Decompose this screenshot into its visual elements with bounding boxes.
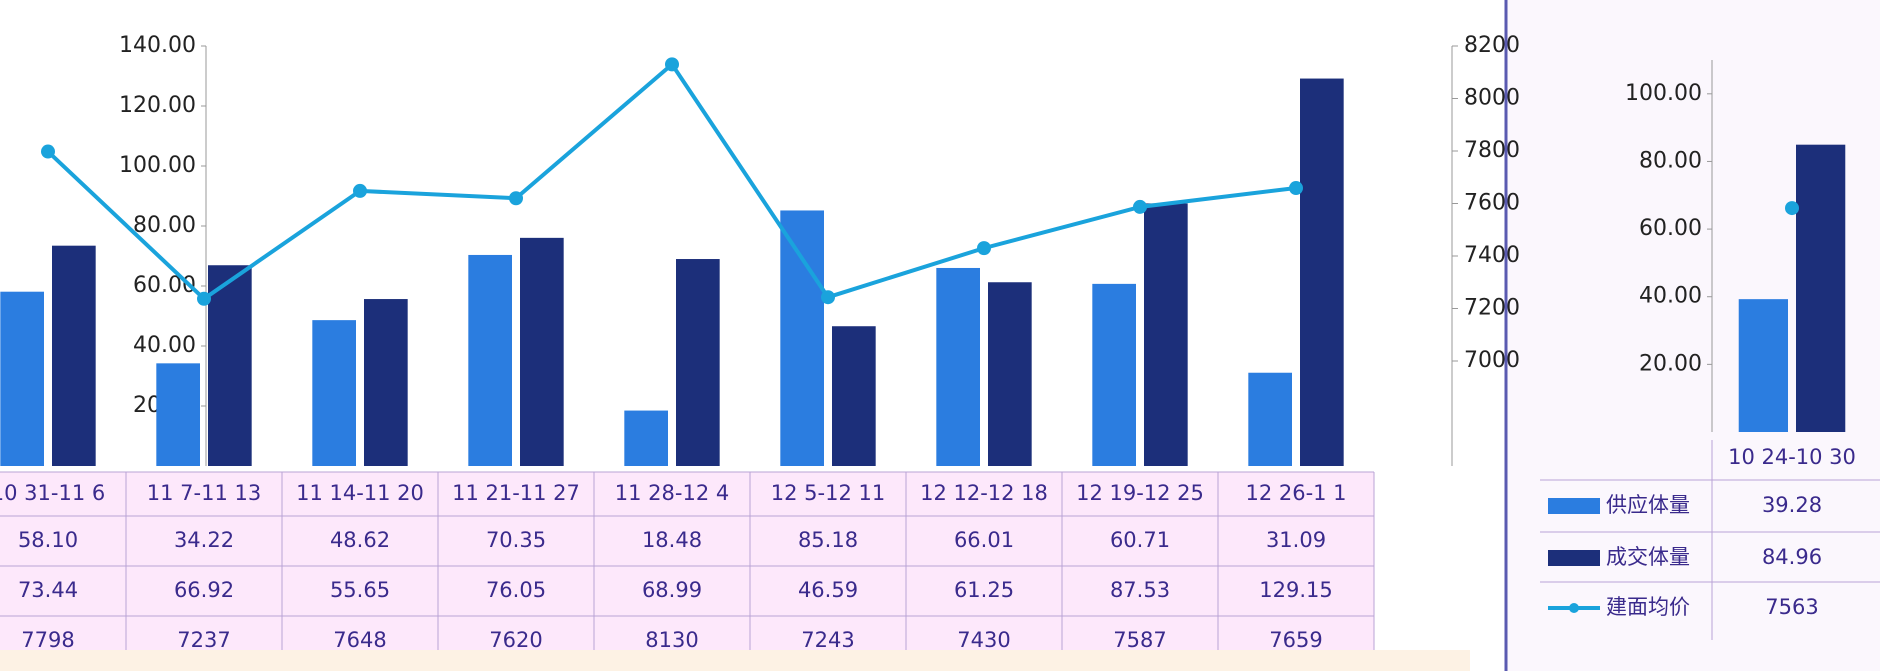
table-cell: 85.18 <box>798 528 858 552</box>
table-cell: 7563 <box>1765 595 1818 619</box>
table-cell: 55.65 <box>330 578 390 602</box>
table-cell: 76.05 <box>486 578 546 602</box>
y-tick-label: 80.00 <box>1639 148 1702 173</box>
x-tick-label: 11 7-11 13 <box>147 481 261 505</box>
y-tick-label: 120.00 <box>119 93 196 118</box>
x-tick-label: 11 14-11 20 <box>296 481 424 505</box>
legend-label: 供应体量 <box>1606 493 1690 517</box>
bar <box>1144 203 1188 466</box>
price-point <box>821 290 835 304</box>
table-cell: 7430 <box>957 628 1010 652</box>
y2-tick-label: 8200 <box>1464 33 1520 58</box>
y-tick-label: 80.00 <box>133 213 196 238</box>
table-cell: 66.92 <box>174 578 234 602</box>
x-tick-label: 12 26-1 1 <box>1245 481 1346 505</box>
y2-tick-label: 8000 <box>1464 86 1520 111</box>
bar <box>52 246 96 466</box>
bar <box>468 255 512 466</box>
bar <box>988 282 1032 466</box>
table-cell: 34.22 <box>174 528 234 552</box>
bar <box>1796 145 1845 432</box>
y-tick-label: 100.00 <box>1625 81 1702 106</box>
y2-tick-label: 7000 <box>1464 348 1520 373</box>
x-tick-label: 10 24-10 30 <box>1728 445 1856 469</box>
y2-tick-label: 7600 <box>1464 191 1520 216</box>
table-cell: 8130 <box>645 628 698 652</box>
y-tick-label: 20.00 <box>1639 351 1702 376</box>
page: {"chart_data": [ {"type": "bar-line", "c… <box>0 0 1880 671</box>
table-cell: 70.35 <box>486 528 546 552</box>
price-point <box>197 292 211 306</box>
table-cell: 39.28 <box>1762 493 1822 517</box>
table-cell: 7798 <box>21 628 74 652</box>
bar <box>1739 299 1788 432</box>
bar <box>0 292 44 466</box>
x-tick-label: 12 5-12 11 <box>771 481 885 505</box>
table-cell: 46.59 <box>798 578 858 602</box>
table-cell: 31.09 <box>1266 528 1326 552</box>
price-point <box>509 191 523 205</box>
legend-swatch <box>1569 603 1579 613</box>
legend-swatch <box>1548 498 1600 514</box>
legend-label: 成交体量 <box>1606 545 1690 569</box>
table-cell: 7648 <box>333 628 386 652</box>
y-tick-label: 40.00 <box>1639 284 1702 309</box>
bar <box>1092 284 1136 466</box>
x-tick-label: 11 21-11 27 <box>452 481 580 505</box>
table-cell: 61.25 <box>954 578 1014 602</box>
bar <box>1248 373 1292 466</box>
y2-tick-label: 7200 <box>1464 296 1520 321</box>
y2-tick-label: 7400 <box>1464 243 1520 268</box>
bar <box>208 265 252 466</box>
price-point <box>41 145 55 159</box>
table-cell: 48.62 <box>330 528 390 552</box>
chart: 20.00 40.00 60.00 80.00 100.00 120.00 140.00 70… <box>0 0 1880 671</box>
y-tick-label: 140.00 <box>119 33 196 58</box>
price-point <box>1133 200 1147 214</box>
table-cell: 7243 <box>801 628 854 652</box>
x-tick-label: 10 31-11 6 <box>0 481 105 505</box>
table-cell: 68.99 <box>642 578 702 602</box>
bar <box>520 238 564 466</box>
bar <box>156 363 200 466</box>
table-cell: 87.53 <box>1110 578 1170 602</box>
y-tick-label: 100.00 <box>119 153 196 178</box>
table-cell: 7659 <box>1269 628 1322 652</box>
bar <box>1300 79 1344 466</box>
y2-tick-label: 7800 <box>1464 138 1520 163</box>
table-cell: 73.44 <box>18 578 78 602</box>
table-cell: 7237 <box>177 628 230 652</box>
legend-swatch <box>1548 550 1600 566</box>
bar <box>676 259 720 466</box>
table-cell: 58.10 <box>18 528 78 552</box>
data-table: 10 31-11 6 58.10 73.44 7798 11 7-11 13 34.22 6… <box>0 472 1374 652</box>
table-cell: 7620 <box>489 628 542 652</box>
table-cell: 7587 <box>1113 628 1166 652</box>
price-point <box>1289 181 1303 195</box>
price-point <box>353 184 367 198</box>
table-cell: 18.48 <box>642 528 702 552</box>
table-cell: 60.71 <box>1110 528 1170 552</box>
bar <box>624 411 668 466</box>
y-tick-label: 60.00 <box>1639 216 1702 241</box>
y-tick-label: 40.00 <box>133 333 196 358</box>
bar <box>936 268 980 466</box>
table-cell: 129.15 <box>1259 578 1332 602</box>
table-cell: 84.96 <box>1762 545 1822 569</box>
footer-strip <box>0 650 1470 671</box>
bar <box>780 210 824 466</box>
x-tick-label: 11 28-12 4 <box>615 481 729 505</box>
price-point <box>1785 201 1799 215</box>
price-point <box>665 57 679 71</box>
bar <box>312 320 356 466</box>
x-tick-label: 12 19-12 25 <box>1076 481 1204 505</box>
bar <box>832 326 876 466</box>
y-tick-label: 60.00 <box>133 273 196 298</box>
legend-label: 建面均价 <box>1606 595 1690 619</box>
bar <box>364 299 408 466</box>
price-point <box>977 241 991 255</box>
table-cell: 66.01 <box>954 528 1014 552</box>
x-tick-label: 12 12-12 18 <box>920 481 1048 505</box>
